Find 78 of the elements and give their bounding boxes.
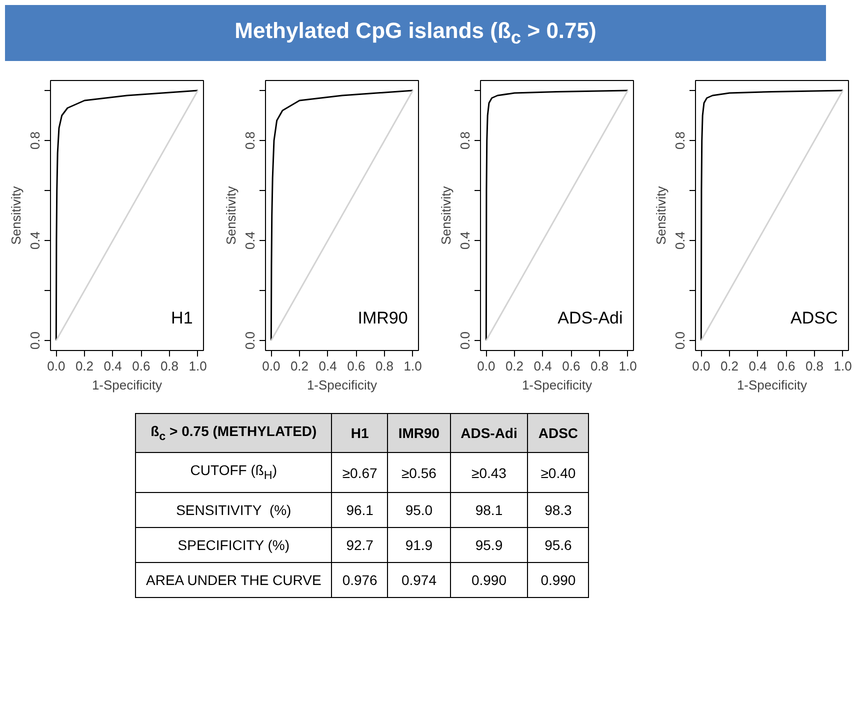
x-tick-label: 0.2: [75, 358, 94, 374]
text: SENSITIVITY (%): [136, 492, 332, 528]
x-axis-title: 1-Specificity: [522, 378, 593, 392]
x-tick-label: 0.2: [720, 358, 739, 374]
text: ß$_{c}$ > 0.75 (METHYLATED): [136, 414, 332, 453]
data-label: 0.990: [450, 562, 528, 598]
category-label: H1: [332, 414, 388, 453]
x-tick-label: 0.0: [47, 358, 66, 374]
y-axis-title: Sensitivity: [438, 186, 454, 245]
data-label: 98.3: [528, 492, 589, 528]
line-series: [700, 90, 844, 342]
x-tick-label: 0.4: [318, 358, 337, 374]
y-tick-label: 0.4: [242, 231, 258, 250]
y-tick-label: 0.4: [672, 231, 688, 250]
x-tick-label: 0.6: [347, 358, 366, 374]
y-axis-title: Sensitivity: [224, 186, 238, 245]
data-label: 98.1: [450, 492, 528, 528]
line-series: [270, 90, 414, 342]
y-tick-label: 0.0: [672, 331, 688, 350]
data-label: ≥0.67: [332, 452, 388, 492]
x-tick-label: 0.8: [590, 358, 609, 374]
x-tick-label: 0.8: [160, 358, 179, 374]
y-tick-label: 0.4: [28, 231, 42, 250]
x-tick-label: 1.0: [188, 358, 207, 374]
data-label: 95.0: [388, 492, 450, 528]
x-tick-label: 0.0: [262, 358, 280, 374]
data-label: 91.9: [388, 527, 450, 562]
x-tick-label: 0.4: [534, 358, 552, 374]
text: Methylated CpG islands (ß$_{c}$ > 0.75): [5, 5, 826, 61]
text: AREA UNDER THE CURVE: [136, 562, 332, 598]
data-label: 92.7: [332, 527, 388, 562]
data-label: 96.1: [332, 492, 388, 528]
category-label: ADSC: [528, 414, 589, 453]
x-tick-label: 0.4: [104, 358, 122, 374]
x-axis-title: 1-Specificity: [736, 378, 808, 392]
x-tick-label: 0.0: [692, 358, 710, 374]
y-axis-title: Sensitivity: [8, 186, 24, 245]
y-axis-title: Sensitivity: [654, 186, 668, 245]
x-tick-label: 1.0: [404, 358, 422, 374]
text: ADS-Adi: [558, 308, 623, 328]
data-label: 0.976: [332, 562, 388, 598]
data-label: 95.6: [528, 527, 589, 562]
y-tick-label: 0.8: [458, 131, 472, 150]
line-series: [55, 90, 199, 342]
x-tick-label: 0.8: [375, 358, 394, 374]
y-tick-label: 0.4: [458, 231, 472, 250]
line-series: [485, 90, 629, 342]
x-tick-label: 0.6: [777, 358, 796, 374]
x-tick-label: 1.0: [618, 358, 637, 374]
text: SPECIFICITY (%): [136, 527, 332, 562]
text: IMR90: [358, 308, 408, 328]
y-tick-label: 0.8: [672, 131, 688, 150]
data-label: 95.9: [450, 527, 528, 562]
y-tick-label: 0.8: [242, 131, 258, 150]
x-tick-label: 0.8: [805, 358, 824, 374]
text: H1: [171, 308, 193, 328]
data-label: 0.990: [528, 562, 589, 598]
data-label: 0.974: [388, 562, 450, 598]
data-label: ≥0.40: [528, 452, 589, 492]
category-label: IMR90: [388, 414, 450, 453]
y-tick-label: 0.0: [458, 331, 472, 350]
data-label: ≥0.43: [450, 452, 528, 492]
x-tick-label: 0.0: [477, 358, 496, 374]
y-tick-label: 0.0: [28, 331, 42, 350]
data-label: ≥0.56: [388, 452, 450, 492]
x-axis-title: 1-Specificity: [92, 378, 163, 392]
x-tick-label: 0.6: [132, 358, 150, 374]
category-label: ADS-Adi: [450, 414, 528, 453]
text: CUTOFF (ß$_{H}$): [136, 452, 332, 492]
x-tick-label: 0.2: [290, 358, 309, 374]
x-tick-label: 1.0: [834, 358, 852, 374]
x-tick-label: 0.4: [748, 358, 767, 374]
x-tick-label: 0.2: [505, 358, 524, 374]
x-tick-label: 0.6: [562, 358, 580, 374]
y-tick-label: 0.8: [28, 131, 42, 150]
text: ADSC: [790, 308, 838, 328]
y-tick-label: 0.0: [242, 331, 258, 350]
x-axis-title: 1-Specificity: [306, 378, 378, 392]
